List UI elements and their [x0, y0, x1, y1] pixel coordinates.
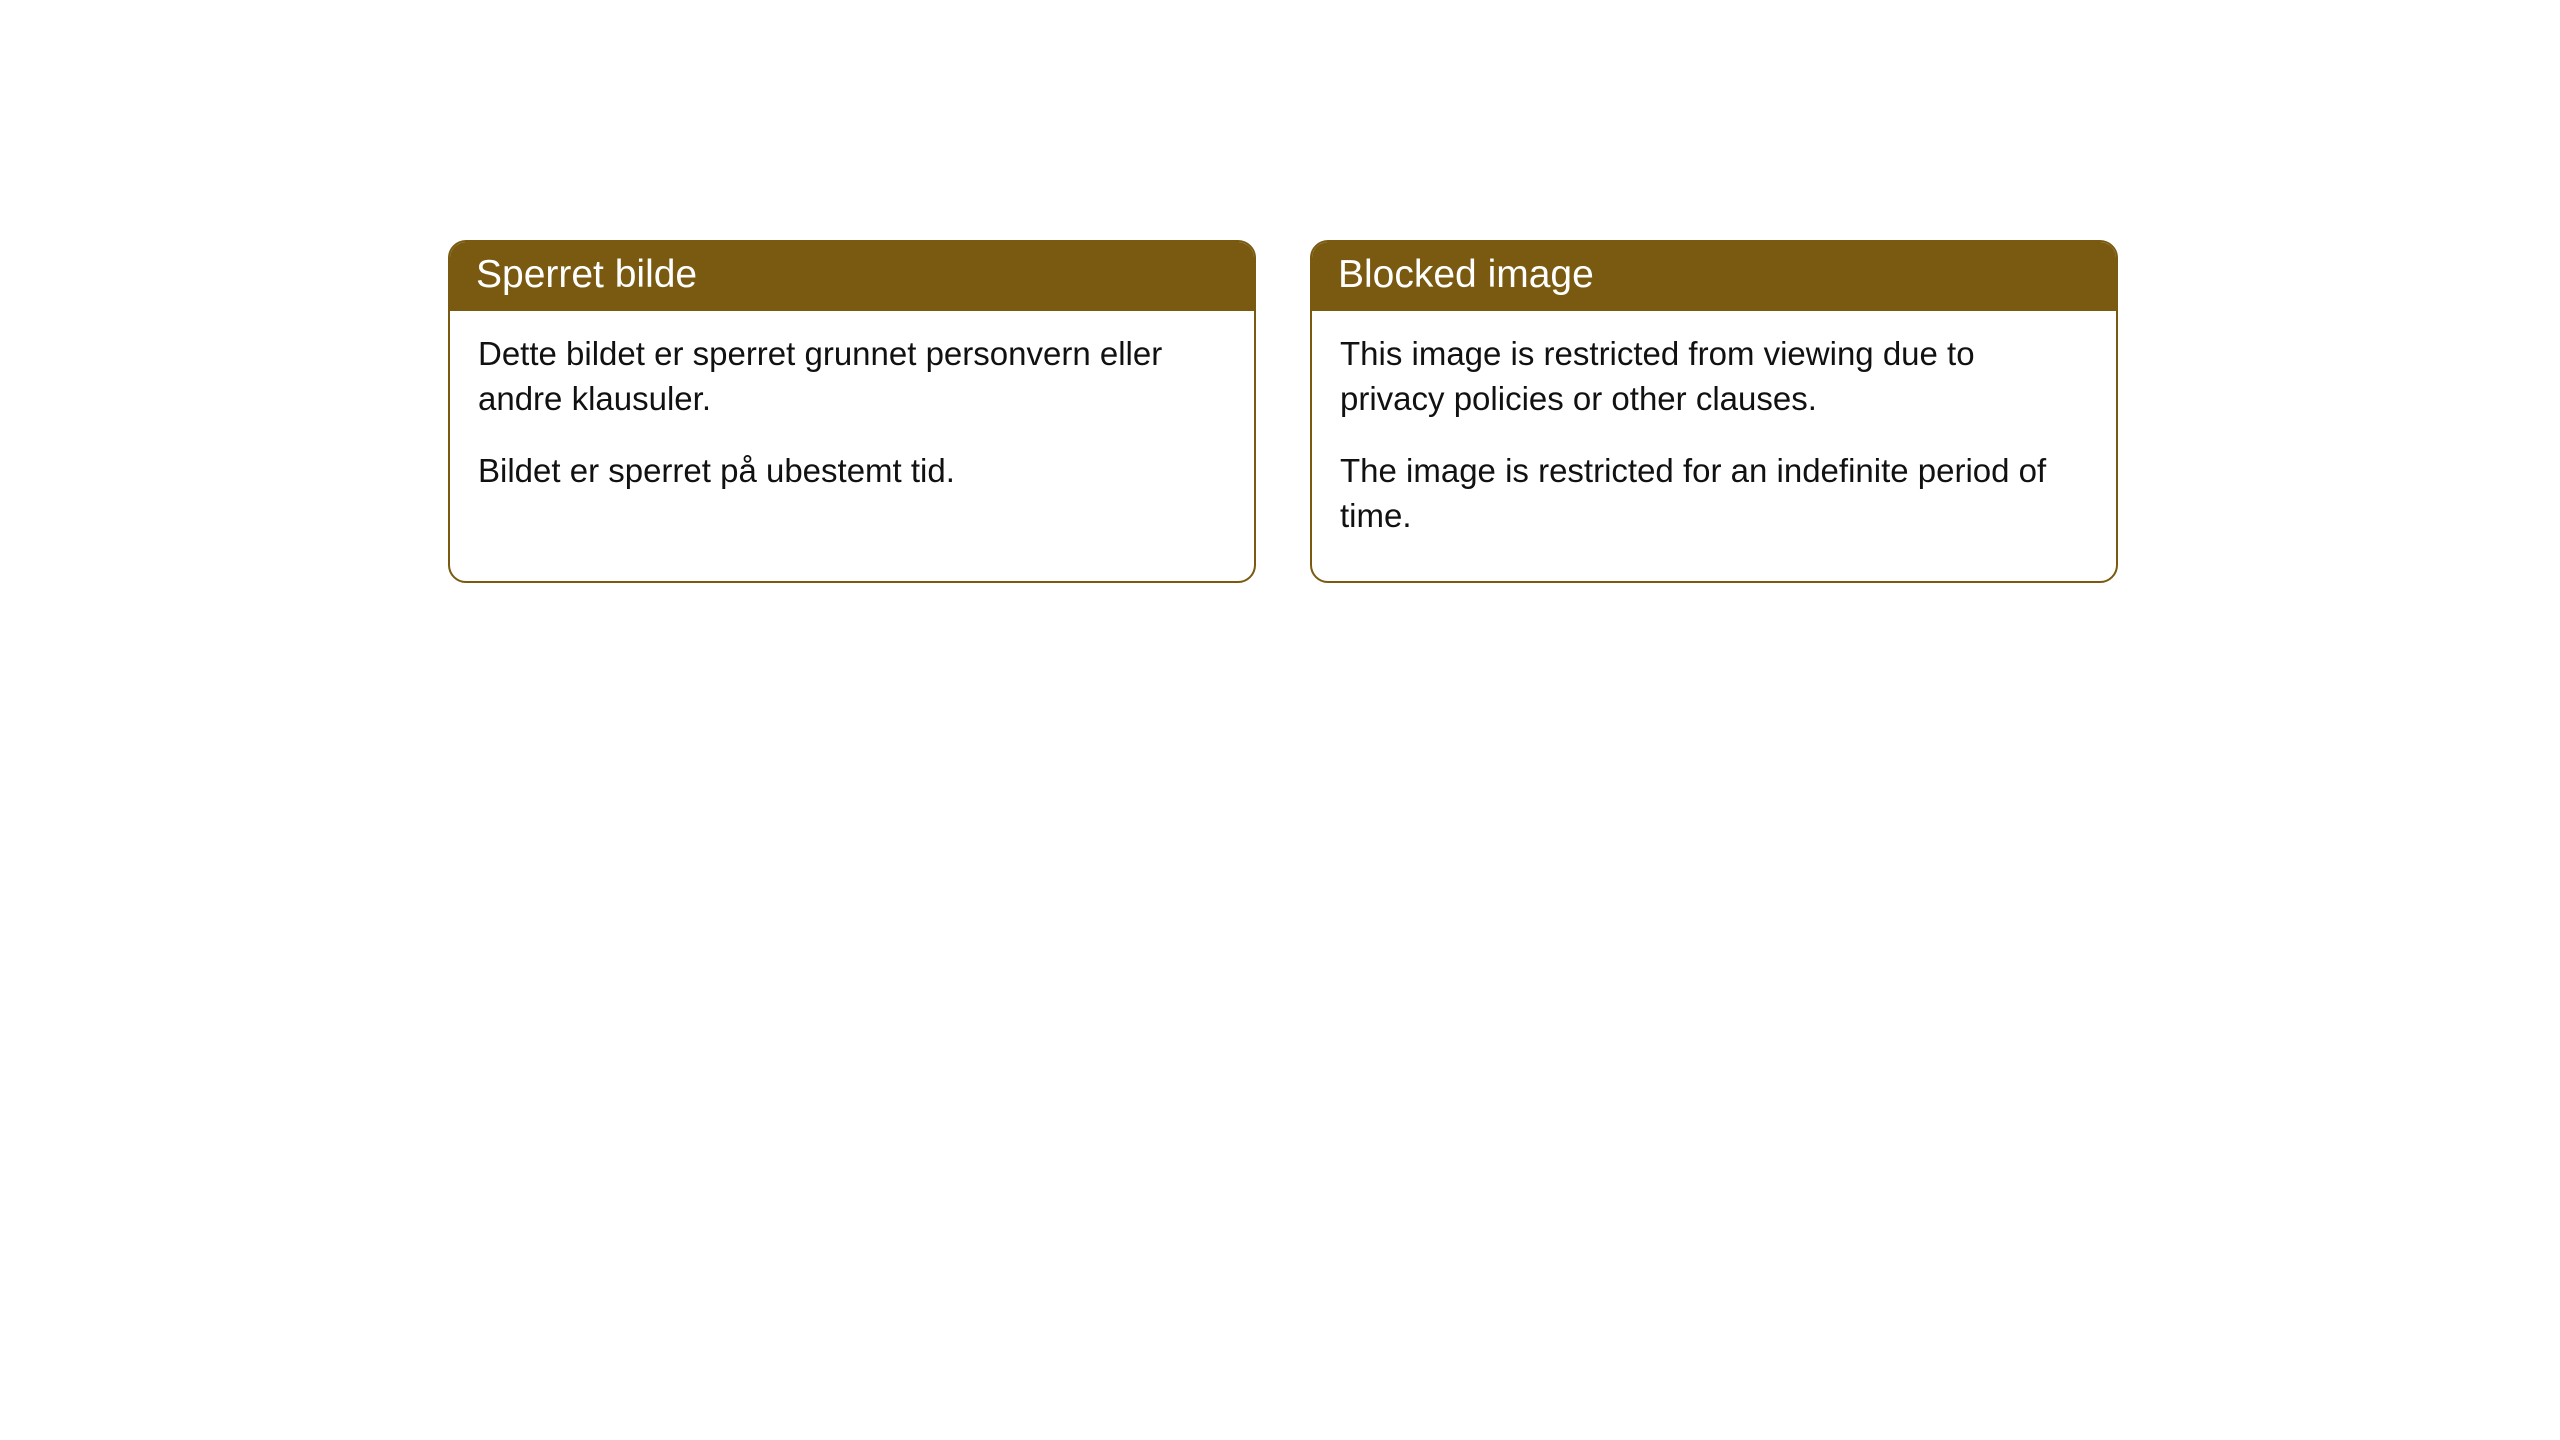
- notice-paragraph: The image is restricted for an indefinit…: [1340, 448, 2088, 539]
- notice-container: Sperret bilde Dette bildet er sperret gr…: [448, 240, 2118, 583]
- notice-body: Dette bildet er sperret grunnet personve…: [450, 311, 1254, 536]
- notice-paragraph: This image is restricted from viewing du…: [1340, 331, 2088, 422]
- notice-header: Blocked image: [1312, 242, 2116, 311]
- notice-card-norwegian: Sperret bilde Dette bildet er sperret gr…: [448, 240, 1256, 583]
- notice-paragraph: Dette bildet er sperret grunnet personve…: [478, 331, 1226, 422]
- notice-body: This image is restricted from viewing du…: [1312, 311, 2116, 581]
- notice-header: Sperret bilde: [450, 242, 1254, 311]
- notice-paragraph: Bildet er sperret på ubestemt tid.: [478, 448, 1226, 494]
- notice-card-english: Blocked image This image is restricted f…: [1310, 240, 2118, 583]
